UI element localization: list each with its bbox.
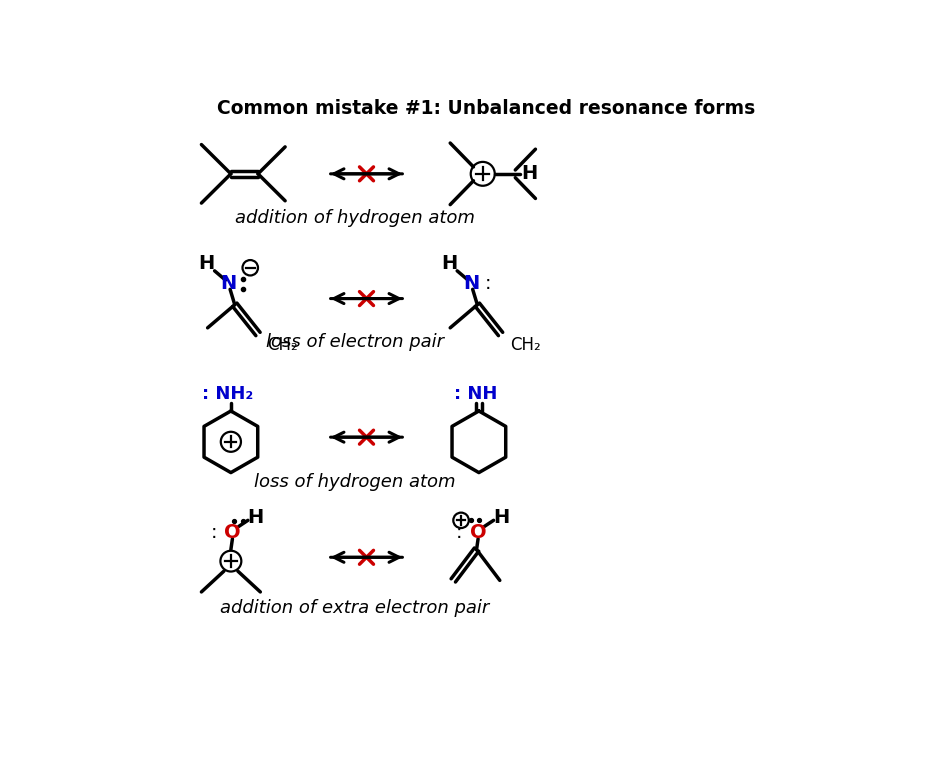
Text: O: O <box>224 523 241 542</box>
Text: N: N <box>463 274 480 293</box>
Text: : NH: : NH <box>454 385 498 403</box>
Text: H: H <box>247 507 264 527</box>
Text: H: H <box>521 165 538 184</box>
Text: CH₂: CH₂ <box>510 336 540 354</box>
Text: H: H <box>199 255 215 274</box>
Text: Common mistake #1: Unbalanced resonance forms: Common mistake #1: Unbalanced resonance … <box>217 99 755 118</box>
Text: H: H <box>493 507 509 527</box>
Text: CH₂: CH₂ <box>267 336 298 354</box>
Text: :: : <box>210 523 217 542</box>
Text: :: : <box>485 274 491 293</box>
Text: addition of hydrogen atom: addition of hydrogen atom <box>235 210 475 228</box>
Text: :: : <box>456 523 463 542</box>
Text: H: H <box>442 255 458 274</box>
Text: : NH₂: : NH₂ <box>202 385 253 403</box>
Text: N: N <box>221 274 237 293</box>
Text: loss of hydrogen atom: loss of hydrogen atom <box>254 473 456 491</box>
Text: loss of electron pair: loss of electron pair <box>265 333 444 351</box>
Text: O: O <box>470 523 486 542</box>
Text: addition of extra electron pair: addition of extra electron pair <box>220 599 489 617</box>
